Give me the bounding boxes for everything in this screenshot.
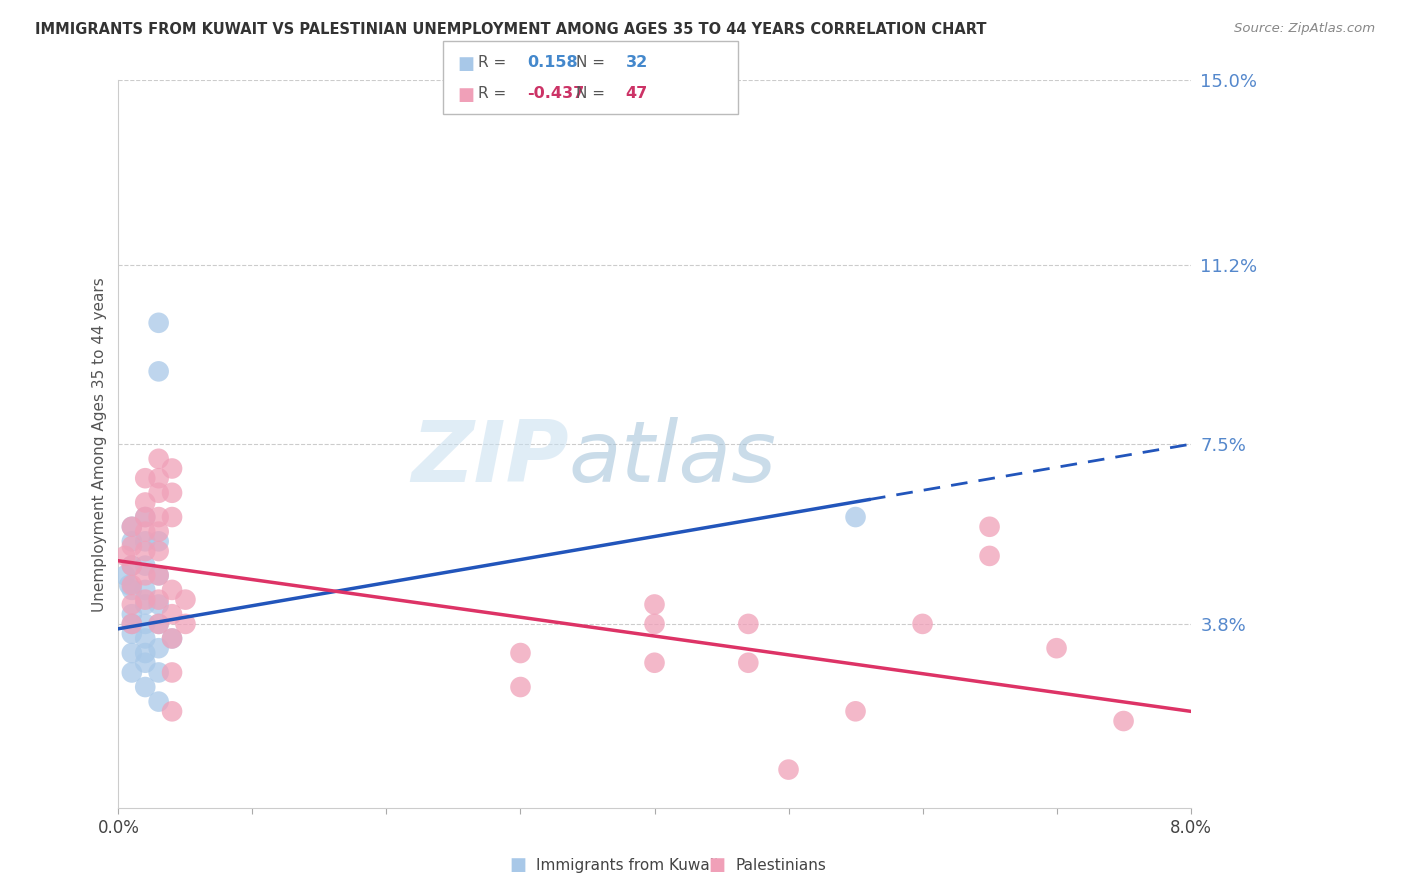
Point <box>148 364 170 378</box>
Text: 0.158: 0.158 <box>527 55 578 70</box>
Point <box>160 461 183 475</box>
Point <box>148 485 170 500</box>
Point <box>148 510 170 524</box>
Point <box>134 646 156 660</box>
Text: IMMIGRANTS FROM KUWAIT VS PALESTINIAN UNEMPLOYMENT AMONG AGES 35 TO 44 YEARS COR: IMMIGRANTS FROM KUWAIT VS PALESTINIAN UN… <box>35 22 987 37</box>
Point <box>979 520 1001 534</box>
Text: ■: ■ <box>509 856 526 874</box>
Point <box>134 568 156 582</box>
Point <box>509 680 531 694</box>
Point <box>148 524 170 539</box>
Point <box>134 656 156 670</box>
Point <box>160 485 183 500</box>
Point <box>134 598 156 612</box>
Text: -0.437: -0.437 <box>527 87 585 102</box>
Point <box>844 510 866 524</box>
Point <box>121 616 143 631</box>
Point <box>121 607 143 622</box>
Point <box>118 578 141 592</box>
Point <box>114 568 136 582</box>
Text: ZIP: ZIP <box>411 417 569 500</box>
Point <box>844 704 866 718</box>
Point <box>148 451 170 466</box>
Point <box>134 471 156 485</box>
Point <box>1045 641 1067 656</box>
Point <box>148 544 170 558</box>
Point <box>148 695 170 709</box>
Point <box>509 646 531 660</box>
Text: ■: ■ <box>457 87 474 104</box>
Text: N =: N = <box>576 55 610 70</box>
Point <box>121 578 143 592</box>
Point <box>148 471 170 485</box>
Text: N =: N = <box>576 87 610 102</box>
Point <box>134 680 156 694</box>
Text: Source: ZipAtlas.com: Source: ZipAtlas.com <box>1234 22 1375 36</box>
Point <box>134 558 156 573</box>
Point <box>134 592 156 607</box>
Point <box>121 646 143 660</box>
Text: ■: ■ <box>709 856 725 874</box>
Text: Palestinians: Palestinians <box>735 858 827 872</box>
Point <box>174 592 197 607</box>
Point <box>160 607 183 622</box>
Point <box>148 568 170 582</box>
Point <box>148 598 170 612</box>
Point <box>160 704 183 718</box>
Point <box>160 582 183 597</box>
Point <box>174 616 197 631</box>
Text: atlas: atlas <box>569 417 776 500</box>
Text: 47: 47 <box>626 87 648 102</box>
Point <box>737 656 759 670</box>
Point <box>148 665 170 680</box>
Point <box>121 582 143 597</box>
Point <box>148 534 170 549</box>
Point <box>121 534 143 549</box>
Text: ■: ■ <box>457 55 474 73</box>
Point <box>979 549 1001 563</box>
Point <box>148 641 170 656</box>
Point <box>644 656 666 670</box>
Point <box>160 665 183 680</box>
Point <box>121 626 143 640</box>
Point <box>121 520 143 534</box>
Text: R =: R = <box>478 55 512 70</box>
Point <box>134 616 156 631</box>
Point <box>134 510 156 524</box>
Point <box>134 495 156 509</box>
Point <box>148 616 170 631</box>
Point <box>644 598 666 612</box>
Point <box>134 632 156 646</box>
Point <box>134 582 156 597</box>
Point <box>121 520 143 534</box>
Point <box>134 534 156 549</box>
Point <box>121 616 143 631</box>
Point <box>134 524 156 539</box>
Point <box>160 632 183 646</box>
Point <box>148 316 170 330</box>
Point <box>148 592 170 607</box>
Point <box>121 539 143 553</box>
Point <box>121 598 143 612</box>
Point <box>148 568 170 582</box>
Point <box>121 558 143 573</box>
Point <box>778 763 800 777</box>
Point <box>148 616 170 631</box>
Point <box>114 549 136 563</box>
Point <box>134 544 156 558</box>
Text: 32: 32 <box>626 55 648 70</box>
Point <box>737 616 759 631</box>
Point <box>911 616 934 631</box>
Point <box>644 616 666 631</box>
Y-axis label: Unemployment Among Ages 35 to 44 years: Unemployment Among Ages 35 to 44 years <box>93 277 107 612</box>
Point <box>160 632 183 646</box>
Point <box>121 665 143 680</box>
Text: R =: R = <box>478 87 512 102</box>
Point <box>121 558 143 573</box>
Point <box>1112 714 1135 728</box>
Point <box>134 510 156 524</box>
Point <box>160 510 183 524</box>
Text: Immigrants from Kuwait: Immigrants from Kuwait <box>536 858 720 872</box>
